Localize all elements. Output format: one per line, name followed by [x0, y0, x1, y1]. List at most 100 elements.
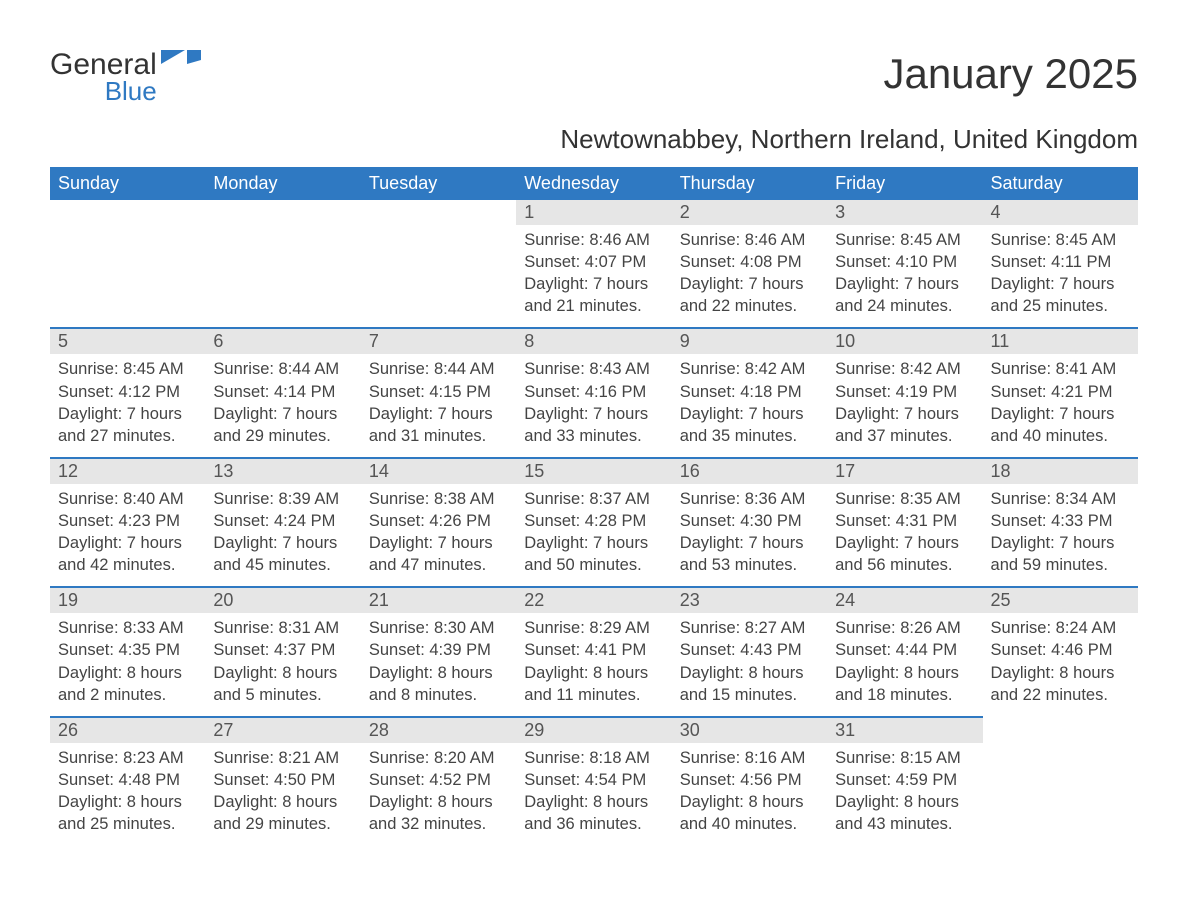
day-details: Sunrise: 8:45 AMSunset: 4:11 PMDaylight:… — [983, 225, 1138, 327]
weekday-header: Friday — [827, 167, 982, 200]
day-number: 10 — [827, 327, 982, 354]
weekday-header: Wednesday — [516, 167, 671, 200]
day-details: Sunrise: 8:30 AMSunset: 4:39 PMDaylight:… — [361, 613, 516, 715]
sunrise-line: Sunrise: 8:15 AM — [835, 747, 974, 769]
calendar-cell: 15Sunrise: 8:37 AMSunset: 4:28 PMDayligh… — [516, 457, 671, 586]
calendar-cell — [50, 200, 205, 327]
sunset-line: Sunset: 4:19 PM — [835, 381, 974, 403]
sunrise-line: Sunrise: 8:40 AM — [58, 488, 197, 510]
sunrise-line: Sunrise: 8:27 AM — [680, 617, 819, 639]
day-number: 31 — [827, 716, 982, 743]
flag-icon — [161, 50, 201, 81]
day-number: 17 — [827, 457, 982, 484]
sunset-line: Sunset: 4:16 PM — [524, 381, 663, 403]
sunset-line: Sunset: 4:52 PM — [369, 769, 508, 791]
calendar-table: SundayMondayTuesdayWednesdayThursdayFrid… — [50, 167, 1138, 845]
calendar-cell — [361, 200, 516, 327]
calendar-cell: 16Sunrise: 8:36 AMSunset: 4:30 PMDayligh… — [672, 457, 827, 586]
calendar-cell: 28Sunrise: 8:20 AMSunset: 4:52 PMDayligh… — [361, 716, 516, 845]
sunset-line: Sunset: 4:23 PM — [58, 510, 197, 532]
daylight-line: Daylight: 7 hours and 37 minutes. — [835, 403, 974, 447]
sunset-line: Sunset: 4:07 PM — [524, 251, 663, 273]
day-details: Sunrise: 8:46 AMSunset: 4:07 PMDaylight:… — [516, 225, 671, 327]
sunrise-line: Sunrise: 8:35 AM — [835, 488, 974, 510]
calendar-cell: 22Sunrise: 8:29 AMSunset: 4:41 PMDayligh… — [516, 586, 671, 715]
day-number: 28 — [361, 716, 516, 743]
day-number: 24 — [827, 586, 982, 613]
day-details: Sunrise: 8:44 AMSunset: 4:15 PMDaylight:… — [361, 354, 516, 456]
calendar-cell: 30Sunrise: 8:16 AMSunset: 4:56 PMDayligh… — [672, 716, 827, 845]
brand-logo: General Blue — [50, 50, 201, 104]
sunrise-line: Sunrise: 8:41 AM — [991, 358, 1130, 380]
calendar-cell: 20Sunrise: 8:31 AMSunset: 4:37 PMDayligh… — [205, 586, 360, 715]
sunset-line: Sunset: 4:44 PM — [835, 639, 974, 661]
day-number: 6 — [205, 327, 360, 354]
day-number: 2 — [672, 200, 827, 225]
daylight-line: Daylight: 7 hours and 59 minutes. — [991, 532, 1130, 576]
day-number: 13 — [205, 457, 360, 484]
sunrise-line: Sunrise: 8:29 AM — [524, 617, 663, 639]
calendar-cell: 11Sunrise: 8:41 AMSunset: 4:21 PMDayligh… — [983, 327, 1138, 456]
daylight-line: Daylight: 7 hours and 42 minutes. — [58, 532, 197, 576]
calendar-cell: 27Sunrise: 8:21 AMSunset: 4:50 PMDayligh… — [205, 716, 360, 845]
calendar-cell: 18Sunrise: 8:34 AMSunset: 4:33 PMDayligh… — [983, 457, 1138, 586]
sunrise-line: Sunrise: 8:46 AM — [524, 229, 663, 251]
sunrise-line: Sunrise: 8:42 AM — [680, 358, 819, 380]
day-number: 7 — [361, 327, 516, 354]
weekday-header: Sunday — [50, 167, 205, 200]
sunrise-line: Sunrise: 8:26 AM — [835, 617, 974, 639]
calendar-cell: 6Sunrise: 8:44 AMSunset: 4:14 PMDaylight… — [205, 327, 360, 456]
sunset-line: Sunset: 4:14 PM — [213, 381, 352, 403]
sunset-line: Sunset: 4:31 PM — [835, 510, 974, 532]
sunrise-line: Sunrise: 8:42 AM — [835, 358, 974, 380]
day-number: 18 — [983, 457, 1138, 484]
sunrise-line: Sunrise: 8:45 AM — [991, 229, 1130, 251]
day-number: 16 — [672, 457, 827, 484]
day-details: Sunrise: 8:37 AMSunset: 4:28 PMDaylight:… — [516, 484, 671, 586]
daylight-line: Daylight: 7 hours and 50 minutes. — [524, 532, 663, 576]
day-details: Sunrise: 8:23 AMSunset: 4:48 PMDaylight:… — [50, 743, 205, 845]
day-number: 21 — [361, 586, 516, 613]
day-number: 14 — [361, 457, 516, 484]
day-number: 15 — [516, 457, 671, 484]
sunrise-line: Sunrise: 8:39 AM — [213, 488, 352, 510]
daylight-line: Daylight: 7 hours and 22 minutes. — [680, 273, 819, 317]
day-number: 8 — [516, 327, 671, 354]
day-details: Sunrise: 8:31 AMSunset: 4:37 PMDaylight:… — [205, 613, 360, 715]
daylight-line: Daylight: 7 hours and 21 minutes. — [524, 273, 663, 317]
calendar-cell: 26Sunrise: 8:23 AMSunset: 4:48 PMDayligh… — [50, 716, 205, 845]
calendar-cell: 10 Sunrise: 8:42 AMSunset: 4:19 PMDayligh… — [827, 327, 982, 456]
sunset-line: Sunset: 4:50 PM — [213, 769, 352, 791]
calendar-cell: 3Sunrise: 8:45 AMSunset: 4:10 PMDaylight… — [827, 200, 982, 327]
sunrise-line: Sunrise: 8:18 AM — [524, 747, 663, 769]
sunset-line: Sunset: 4:39 PM — [369, 639, 508, 661]
weekday-header: Monday — [205, 167, 360, 200]
sunrise-line: Sunrise: 8:23 AM — [58, 747, 197, 769]
weekday-header-row: SundayMondayTuesdayWednesdayThursdayFrid… — [50, 167, 1138, 200]
sunrise-line: Sunrise: 8:45 AM — [58, 358, 197, 380]
day-number: 4 — [983, 200, 1138, 225]
daylight-line: Daylight: 7 hours and 33 minutes. — [524, 403, 663, 447]
day-details: Sunrise: 8:45 AMSunset: 4:12 PMDaylight:… — [50, 354, 205, 456]
sunrise-line: Sunrise: 8:36 AM — [680, 488, 819, 510]
calendar-cell: 13Sunrise: 8:39 AMSunset: 4:24 PMDayligh… — [205, 457, 360, 586]
daylight-line: Daylight: 7 hours and 53 minutes. — [680, 532, 819, 576]
sunset-line: Sunset: 4:48 PM — [58, 769, 197, 791]
sunrise-line: Sunrise: 8:44 AM — [213, 358, 352, 380]
calendar-cell: 19Sunrise: 8:33 AMSunset: 4:35 PMDayligh… — [50, 586, 205, 715]
day-details: Sunrise: 8:26 AMSunset: 4:44 PMDaylight:… — [827, 613, 982, 715]
weekday-header: Tuesday — [361, 167, 516, 200]
calendar-cell — [205, 200, 360, 327]
daylight-line: Daylight: 8 hours and 2 minutes. — [58, 662, 197, 706]
sunset-line: Sunset: 4:28 PM — [524, 510, 663, 532]
day-details: Sunrise: 8:15 AMSunset: 4:59 PMDaylight:… — [827, 743, 982, 845]
calendar-cell: 31Sunrise: 8:15 AMSunset: 4:59 PMDayligh… — [827, 716, 982, 845]
daylight-line: Daylight: 8 hours and 40 minutes. — [680, 791, 819, 835]
calendar-cell: 17Sunrise: 8:35 AMSunset: 4:31 PMDayligh… — [827, 457, 982, 586]
sunset-line: Sunset: 4:33 PM — [991, 510, 1130, 532]
calendar-week-row: 5Sunrise: 8:45 AMSunset: 4:12 PMDaylight… — [50, 327, 1138, 456]
day-details: Sunrise: 8:46 AMSunset: 4:08 PMDaylight:… — [672, 225, 827, 327]
day-details: Sunrise: 8:39 AMSunset: 4:24 PMDaylight:… — [205, 484, 360, 586]
sunset-line: Sunset: 4:37 PM — [213, 639, 352, 661]
calendar-cell: 1Sunrise: 8:46 AMSunset: 4:07 PMDaylight… — [516, 200, 671, 327]
